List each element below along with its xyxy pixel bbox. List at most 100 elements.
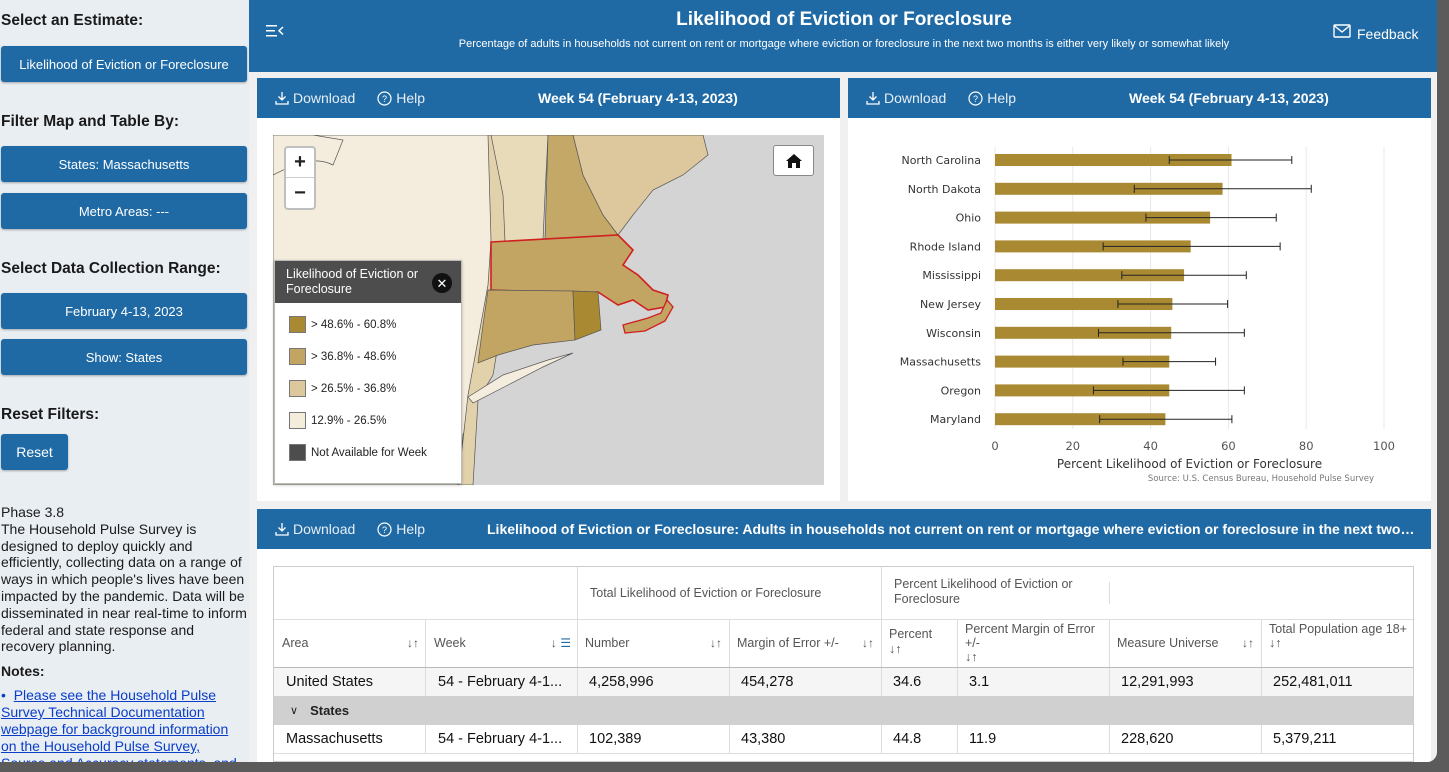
category-label: Rhode Island: [910, 240, 981, 253]
divider: [1109, 582, 1110, 604]
category-label: Wisconsin: [926, 327, 981, 340]
range-heading: Select Data Collection Range:: [1, 260, 221, 277]
legend-label: > 48.6% - 60.8%: [311, 318, 397, 331]
legend-swatch: [289, 316, 306, 333]
column-label: Area: [282, 636, 309, 650]
legend-label: > 36.8% - 48.6%: [311, 350, 397, 363]
sort-icon[interactable]: ↓↑: [1242, 636, 1254, 650]
group-row-states[interactable]: ∨ States: [274, 696, 1413, 725]
legend-item: > 36.8% - 48.6%: [289, 348, 396, 365]
notes-heading: Notes:: [1, 663, 45, 679]
sort-icon[interactable]: ↓↑: [965, 650, 978, 664]
chart-help-label: Help: [987, 90, 1017, 106]
divider: [1109, 725, 1110, 753]
svg-text:?: ?: [382, 525, 387, 535]
sort-icon[interactable]: ↓↑: [862, 636, 874, 650]
zoom-in-button[interactable]: +: [286, 148, 314, 178]
table-help-button[interactable]: ? Help: [377, 521, 425, 537]
cell-area: United States: [286, 674, 374, 690]
column-header-percent-margin[interactable]: Percent Margin of Error +/- ↓↑: [965, 619, 1105, 667]
divider: [881, 567, 882, 667]
cell-number: 4,258,996: [589, 674, 654, 690]
column-label: Percent: [889, 627, 933, 641]
table-download-button[interactable]: Download: [275, 521, 355, 537]
states-filter-button[interactable]: States: Massachusetts: [1, 146, 247, 182]
cell-percent: 34.6: [893, 674, 922, 690]
legend-label: Not Available for Week: [311, 446, 427, 459]
column-header-number[interactable]: Number ↓↑: [585, 619, 728, 667]
cell-area: Massachusetts: [286, 731, 383, 747]
chevron-down-icon[interactable]: ∨: [290, 705, 299, 717]
divider: [425, 619, 426, 667]
legend-swatch: [289, 348, 306, 365]
sort-icon[interactable]: ↓↑: [1269, 636, 1282, 650]
estimate-button[interactable]: Likelihood of Eviction or Foreclosure: [1, 46, 247, 82]
bar: [995, 211, 1211, 224]
divider: [425, 668, 426, 696]
cell-universe: 228,620: [1121, 731, 1174, 747]
download-icon: [866, 92, 880, 105]
category-label: North Dakota: [908, 183, 981, 196]
group-label: States: [310, 703, 350, 718]
close-icon[interactable]: ✕: [432, 273, 452, 293]
sort-icon[interactable]: ↓↑: [710, 636, 722, 650]
show-states-button[interactable]: Show: States: [1, 339, 247, 375]
column-header-area[interactable]: Area ↓↑: [282, 619, 425, 667]
feedback-button[interactable]: Feedback: [1333, 24, 1418, 42]
table-row[interactable]: United States 54 - February 4-1... 4,258…: [274, 668, 1413, 696]
table-row[interactable]: Massachusetts 54 - February 4-1... 102,3…: [274, 725, 1413, 753]
page-title: Likelihood of Eviction or Foreclosure: [676, 9, 1012, 30]
chart-download-label: Download: [884, 90, 947, 106]
column-header-week[interactable]: Week ↓ ☰: [434, 619, 577, 667]
map-help-button[interactable]: ? Help: [377, 90, 425, 106]
svg-text:?: ?: [973, 94, 978, 104]
table-download-label: Download: [293, 521, 356, 537]
column-label: Total Population age 18+: [1269, 622, 1407, 636]
column-header-universe[interactable]: Measure Universe ↓↑: [1117, 619, 1260, 667]
phase-description: The Household Pulse Survey is designed t…: [1, 520, 247, 655]
legend-swatch: [289, 380, 306, 397]
home-button[interactable]: [773, 145, 814, 176]
x-axis-label: Percent Likelihood of Eviction or Forecl…: [1057, 457, 1322, 471]
cell-population: 5,379,211: [1273, 731, 1337, 747]
column-label: Week: [434, 636, 466, 650]
x-tick-label: 20: [1065, 439, 1080, 453]
metro-filter-button[interactable]: Metro Areas: ---: [1, 193, 247, 229]
divider: [1109, 619, 1110, 667]
divider: [957, 725, 958, 753]
column-header-population[interactable]: Total Population age 18+ ↓↑: [1269, 619, 1409, 667]
collapse-menu-icon[interactable]: [266, 24, 284, 38]
category-label: Massachusetts: [900, 356, 982, 369]
map-state-connecticut: [477, 289, 576, 364]
data-table: Total Likelihood of Eviction or Foreclos…: [273, 566, 1414, 762]
divider: [274, 753, 1413, 754]
help-icon: ?: [968, 90, 983, 106]
help-icon: ?: [377, 90, 392, 106]
zoom-out-button[interactable]: −: [294, 181, 306, 204]
sort-filter-icon[interactable]: ↓ ☰: [550, 636, 571, 650]
chart-help-button[interactable]: ? Help: [968, 90, 1016, 106]
column-header-percent[interactable]: Percent ↓↑: [889, 619, 959, 667]
divider: [957, 668, 958, 696]
phase-info: Phase 3.8 The Household Pulse Survey is …: [1, 504, 247, 655]
select-estimate-heading: Select an Estimate:: [1, 12, 144, 29]
divider: [1261, 668, 1262, 696]
divider: [729, 668, 730, 696]
zoom-control: + −: [284, 146, 316, 210]
map-download-button[interactable]: Download: [275, 90, 355, 106]
sort-icon[interactable]: ↓↑: [889, 642, 902, 656]
range-button[interactable]: February 4-13, 2023: [1, 293, 247, 329]
x-tick-label: 80: [1299, 439, 1314, 453]
technical-documentation-link[interactable]: Please see the Household Pulse Survey Te…: [1, 687, 237, 762]
phase-label: Phase 3.8: [1, 504, 65, 520]
reset-button[interactable]: Reset: [1, 434, 68, 470]
chart-download-button[interactable]: Download: [866, 90, 946, 106]
column-label: Number: [585, 636, 630, 650]
cell-percent-margin: 11.9: [969, 731, 997, 747]
sort-icon[interactable]: ↓↑: [407, 636, 419, 650]
divider: [729, 725, 730, 753]
table-help-label: Help: [396, 521, 426, 537]
column-header-margin[interactable]: Margin of Error +/- ↓↑: [737, 619, 880, 667]
cell-week: 54 - February 4-1...: [438, 731, 563, 747]
divider: [274, 619, 1413, 620]
